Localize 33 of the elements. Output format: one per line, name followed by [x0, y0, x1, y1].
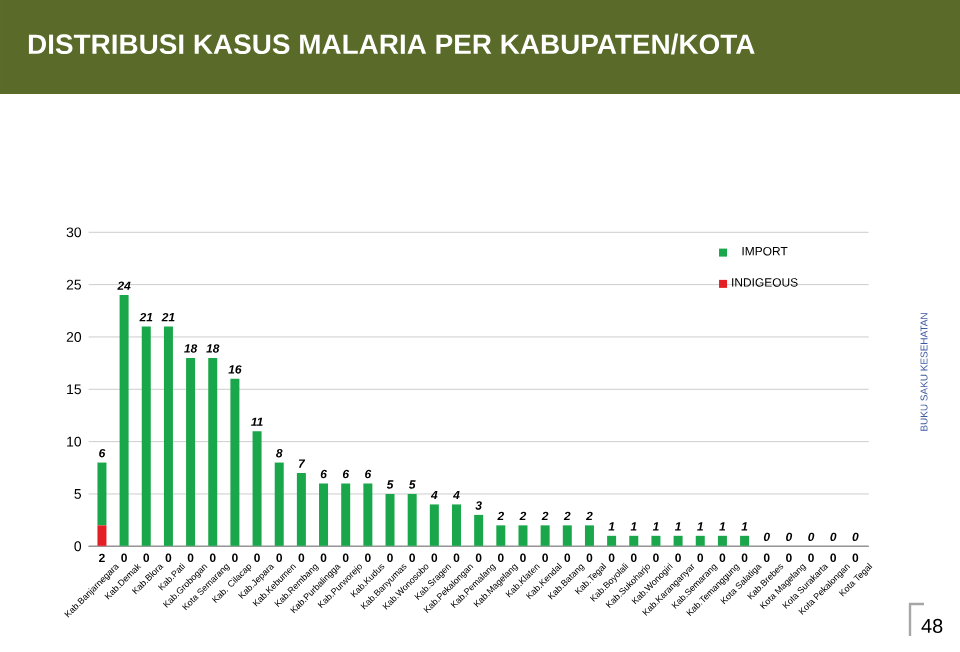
bar: [584, 525, 594, 547]
bar: [717, 535, 727, 547]
bar: [252, 431, 262, 547]
text: 48: [921, 618, 943, 633]
bar: [673, 535, 683, 547]
bar: [163, 326, 173, 547]
bar: [607, 535, 617, 547]
bar: [363, 483, 373, 547]
bar: [540, 525, 550, 547]
bar: [429, 504, 439, 547]
chart-title: DISTRIBUSI KASUS MALARIA PER KABUPATEN/KOTA: [28, 33, 755, 55]
bar: [385, 493, 395, 547]
bar: [319, 483, 329, 547]
bar: [97, 462, 107, 526]
bar: [230, 378, 240, 547]
bar: [562, 525, 572, 547]
bar: [186, 357, 196, 547]
bar: [208, 357, 218, 547]
bar: [629, 535, 639, 547]
bar: [496, 525, 506, 547]
bar: [518, 525, 528, 547]
bar: [474, 514, 484, 547]
bar: [407, 493, 417, 547]
bar: [341, 483, 351, 547]
bar: [274, 462, 284, 547]
bar: [141, 326, 151, 547]
bar: [695, 535, 705, 547]
bar: [296, 473, 306, 547]
bar: [740, 535, 750, 547]
bar: [651, 535, 661, 547]
bar: [119, 295, 129, 547]
bar: [451, 504, 461, 547]
bar: [97, 525, 107, 547]
